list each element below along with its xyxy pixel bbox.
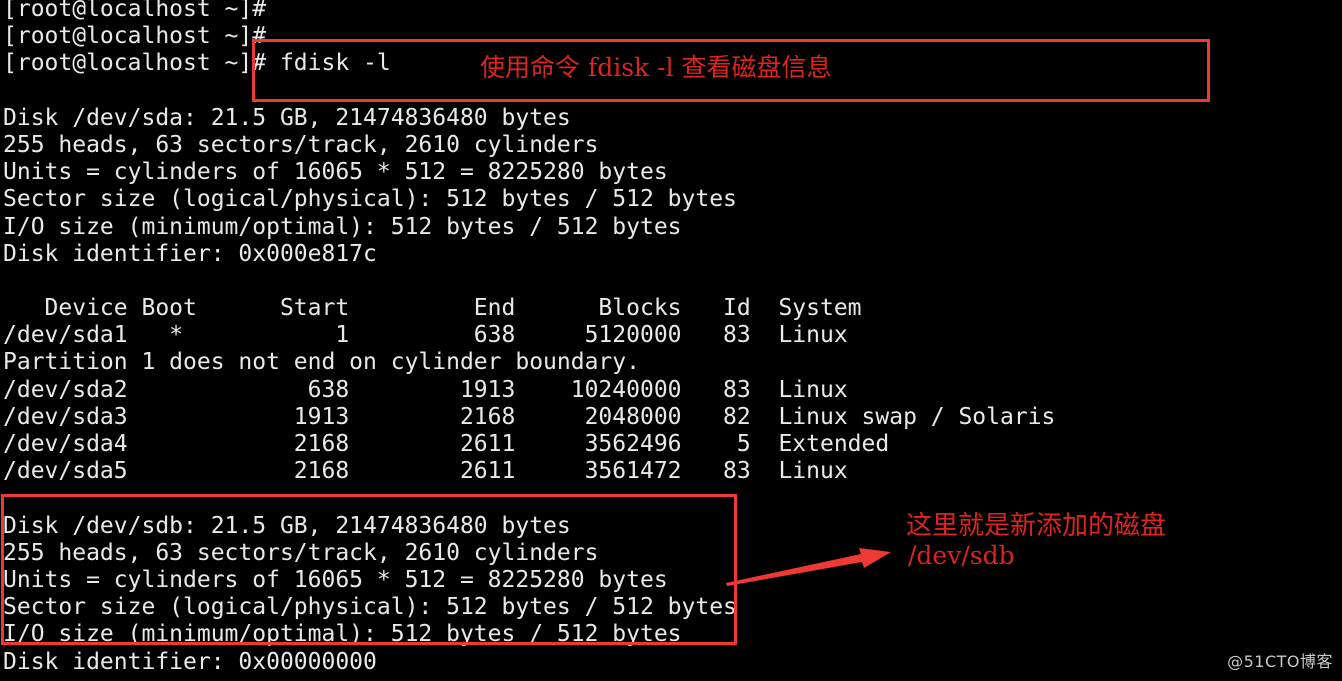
annotation-new-disk-note: 这里就是新添加的磁盘: [906, 511, 1167, 541]
terminal-line: 255 heads, 63 sectors/track, 2610 cylind…: [3, 131, 599, 158]
terminal-line: Disk identifier: 0x000e817c: [3, 240, 377, 267]
terminal-line: 255 heads, 63 sectors/track, 2610 cylind…: [3, 539, 599, 566]
annotation-command-note: 使用命令 fdisk -l 查看磁盘信息: [480, 53, 832, 82]
terminal-line: I/O size (minimum/optimal): 512 bytes / …: [3, 213, 682, 240]
terminal-line: Device Boot Start End Blocks Id System: [3, 295, 862, 322]
watermark-51cto: @51CTO博客: [1227, 652, 1333, 671]
annotation-box-new-disk: [1, 494, 737, 645]
terminal-line: [root@localhost ~]#: [3, 0, 280, 22]
terminal-line: /dev/sda4 2168 2611 3562496 5 Extended: [3, 431, 890, 457]
terminal-line: /dev/sda2 638 1913 10240000 83 Linux: [3, 376, 848, 403]
annotation-new-disk-device: /dev/sdb: [908, 541, 1015, 570]
annotation-arrow-icon: [726, 548, 891, 586]
terminal-line: /dev/sda5 2168 2611 3561472 83 Linux: [3, 458, 848, 485]
terminal-line: Sector size (logical/physical): 512 byte…: [3, 186, 737, 213]
terminal-line: Disk /dev/sda: 21.5 GB, 21474836480 byte…: [3, 104, 571, 131]
terminal-line: [3, 268, 1055, 295]
terminal-line: [root@localhost ~]# fdisk -l: [3, 50, 391, 77]
terminal-line: Units = cylinders of 16065 * 512 = 82252…: [3, 159, 668, 186]
terminal-line: /dev/sda1 * 1 638 5120000 83 Linux: [3, 322, 848, 349]
terminal-line: Partition 1 does not end on cylinder bou…: [3, 349, 640, 376]
terminal-line: Disk identifier: 0x00000000: [3, 648, 377, 675]
terminal-line: /dev/sda3 1913 2168 2048000 82 Linux swa…: [3, 403, 1056, 430]
annotation-box-fdisk-command: [252, 39, 1210, 102]
terminal-line: [root@localhost ~]#: [3, 23, 280, 50]
terminal-output: [root@localhost ~]# [root@localhost ~]# …: [3, 0, 1055, 676]
terminal-line: Units = cylinders of 16065 * 512 = 82252…: [3, 566, 668, 593]
terminal-line: Disk /dev/sdb: 21.5 GB, 21474836480 byte…: [3, 512, 571, 539]
terminal-line: Sector size (logical/physical): 512 byte…: [3, 594, 737, 621]
